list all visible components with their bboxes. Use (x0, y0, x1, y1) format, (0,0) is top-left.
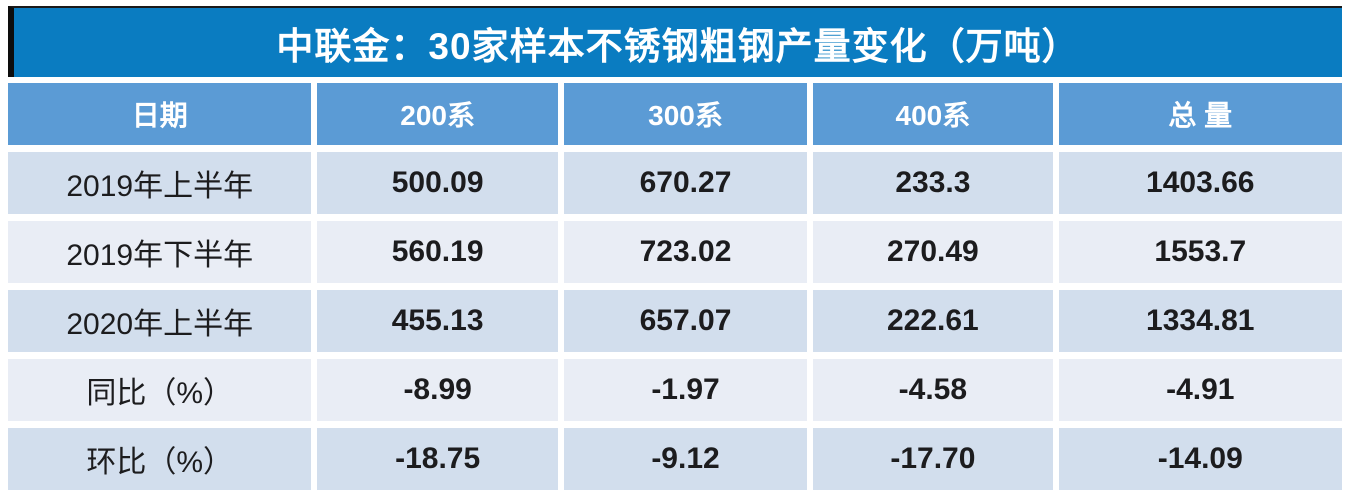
column-header-total: 总 量 (1058, 83, 1342, 145)
table-cell: 1403.66 (1058, 152, 1342, 214)
row-label: 同比（%） (8, 359, 312, 421)
row-label: 2019年上半年 (8, 152, 312, 214)
table-cell: -8.99 (317, 359, 558, 421)
row-label: 2019年下半年 (8, 221, 312, 283)
column-header-date: 日期 (8, 83, 312, 145)
table-cell: -4.58 (813, 359, 1053, 421)
table-cell: -9.12 (563, 428, 808, 490)
table-cell: 233.3 (813, 152, 1053, 214)
table-cell: 723.02 (563, 221, 808, 283)
column-header-400: 400系 (813, 83, 1053, 145)
row-label: 环比（%） (8, 428, 312, 490)
row-label: 2020年上半年 (8, 290, 312, 352)
table-cell: -14.09 (1058, 428, 1342, 490)
table-cell: 560.19 (317, 221, 558, 283)
table-cell: 455.13 (317, 290, 558, 352)
table-cell: 270.49 (813, 221, 1053, 283)
column-header-200: 200系 (317, 83, 558, 145)
table-cell: -18.75 (317, 428, 558, 490)
table-cell: 657.07 (563, 290, 808, 352)
table-cell: 670.27 (563, 152, 808, 214)
data-table: 日期 200系 300系 400系 总 量 2019年上半年 500.09 67… (8, 83, 1342, 490)
table-title-bar: 中联金：30家样本不锈钢粗钢产量变化（万吨） (8, 6, 1342, 77)
table-cell: -17.70 (813, 428, 1053, 490)
table-cell: -1.97 (563, 359, 808, 421)
table-title: 中联金：30家样本不锈钢粗钢产量变化（万吨） (276, 25, 1080, 67)
table-cell: 500.09 (317, 152, 558, 214)
column-header-300: 300系 (563, 83, 808, 145)
table-cell: 1553.7 (1058, 221, 1342, 283)
table-cell: 1334.81 (1058, 290, 1342, 352)
table-cell: 222.61 (813, 290, 1053, 352)
table-cell: -4.91 (1058, 359, 1342, 421)
